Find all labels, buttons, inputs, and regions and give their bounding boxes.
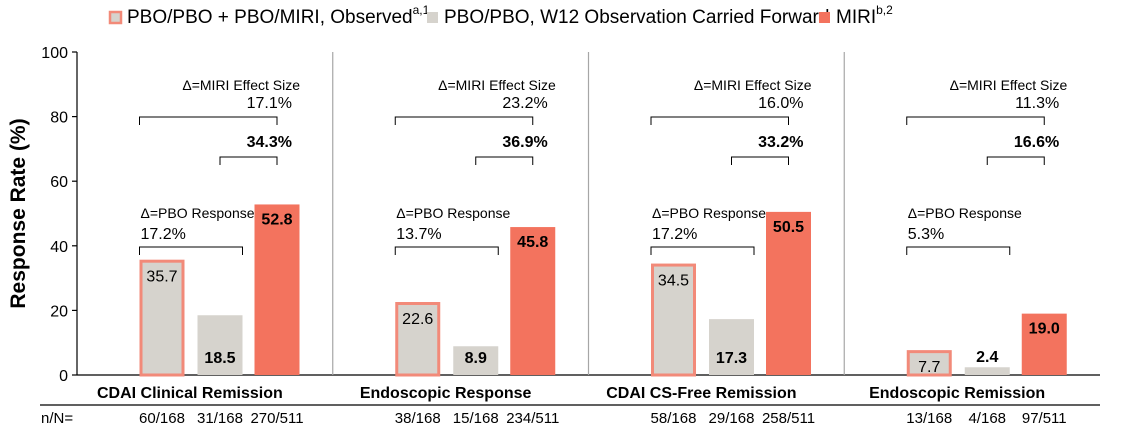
miri-difference-bracket: [986, 156, 1045, 165]
miri-effect-value: 16.0%: [758, 95, 803, 112]
bar-value-label-observed: 22.6: [402, 311, 433, 328]
pbo-response-title: Δ=PBO Response: [141, 205, 255, 221]
pbo-response-value: 5.3%: [908, 226, 944, 243]
nn-value: 31/168: [197, 410, 243, 427]
nn-value: 38/168: [395, 410, 441, 427]
category-label: CDAI CS-Free Remission: [606, 385, 796, 402]
nn-value: 234/511: [506, 410, 559, 427]
pbo-response-title: Δ=PBO Response: [396, 205, 510, 221]
nn-value: 29/168: [709, 410, 755, 427]
miri-effect-title: Δ=MIRI Effect Size: [694, 77, 812, 93]
legend-swatch: [427, 12, 438, 23]
y-axis-title: Response Rate (%): [7, 118, 30, 308]
nn-value: 15/168: [453, 410, 499, 427]
bar-value-label-observed: 35.7: [146, 269, 177, 286]
miri-difference-value: 16.6%: [1014, 134, 1059, 151]
y-tick-label: 40: [50, 239, 68, 256]
legend-superscript: b,2: [876, 3, 893, 17]
category-label: Endoscopic Remission: [869, 385, 1045, 402]
pbo-response-value: 13.7%: [396, 226, 441, 243]
pbo-response-bracket: [650, 246, 755, 255]
bar-miri: [510, 227, 556, 375]
miri-effect-title: Δ=MIRI Effect Size: [182, 77, 300, 93]
bar-observed: [906, 350, 952, 377]
miri-effect-value: 17.1%: [247, 95, 292, 112]
category-label: CDAI Clinical Remission: [97, 385, 283, 402]
y-tick-label: 0: [59, 368, 68, 385]
bar-value-label-ocf: 17.3: [716, 350, 747, 367]
nn-value: 97/511: [1022, 410, 1067, 427]
y-tick-label: 20: [50, 303, 68, 320]
miri-effect-title: Δ=MIRI Effect Size: [438, 77, 556, 93]
bar-ocf: [453, 346, 499, 375]
legend-swatch: [819, 12, 830, 23]
bar-value-label-ocf: 18.5: [204, 350, 235, 367]
y-tick-label: 80: [50, 110, 68, 127]
miri-effect-bracket: [139, 116, 278, 125]
miri-effect-title: Δ=MIRI Effect Size: [950, 77, 1068, 93]
bar-value-label-miri: 52.8: [261, 211, 292, 228]
nn-value: 58/168: [651, 410, 697, 427]
bar-ocf: [709, 319, 754, 375]
category-label: Endoscopic Response: [360, 385, 532, 402]
legend-swatch: [108, 10, 123, 25]
nn-value: 4/168: [968, 410, 1006, 427]
pbo-response-value: 17.2%: [141, 226, 186, 243]
bar-value-label-observed: 34.5: [658, 273, 689, 290]
miri-effect-bracket: [906, 116, 1045, 125]
nn-value: 60/168: [139, 410, 185, 427]
pbo-response-bracket: [906, 246, 1011, 255]
bar-ocf: [964, 367, 1010, 375]
bar-value-label-ocf: 8.9: [465, 350, 487, 367]
bar-value-label-miri: 50.5: [773, 219, 804, 236]
legend-label-text: PBO/PBO + PBO/MIRI, Observed: [127, 7, 413, 28]
bar-observed: [395, 302, 441, 377]
bar-value-label-miri: 45.8: [517, 234, 548, 251]
miri-difference-bracket: [475, 156, 534, 165]
miri-effect-value: 11.3%: [1015, 95, 1059, 112]
miri-difference-bracket: [731, 156, 789, 165]
bar-miri: [766, 211, 811, 375]
miri-effect-bracket: [394, 116, 534, 125]
nn-value: 258/511: [762, 410, 815, 427]
pbo-response-bracket: [394, 246, 499, 255]
pbo-response-bracket: [139, 246, 243, 255]
legend-label: PBO/PBO, W12 Observation Carried Forward: [444, 7, 829, 28]
bar-miri: [1021, 313, 1067, 375]
pbo-response-title: Δ=PBO Response: [908, 205, 1022, 221]
nn-value: 270/511: [250, 410, 303, 427]
miri-difference-value: 33.2%: [758, 134, 803, 151]
y-tick-label: 60: [50, 174, 68, 191]
miri-effect-value: 23.2%: [502, 95, 547, 112]
bar-value-label-miri: 19.0: [1029, 321, 1060, 338]
nn-row-label: n/N=: [41, 410, 73, 427]
bar-value-label-ocf: 2.4: [976, 349, 998, 366]
bar-miri: [254, 204, 300, 375]
bar-observed: [139, 259, 185, 377]
legend-label-text: PBO/PBO, W12 Observation Carried Forward: [444, 7, 829, 28]
bar-value-label-observed: 7.7: [918, 359, 940, 376]
miri-effect-bracket: [650, 116, 789, 125]
legend-label: PBO/PBO + PBO/MIRI, Observeda,1: [127, 3, 430, 28]
y-tick-label: 100: [41, 45, 68, 62]
pbo-response-title: Δ=PBO Response: [652, 205, 766, 221]
bar-observed: [651, 263, 696, 377]
miri-difference-bracket: [219, 156, 278, 165]
legend-label-text: MIRI: [836, 7, 876, 28]
bar-ocf: [197, 315, 243, 375]
legend-superscript: a,1: [413, 3, 430, 17]
miri-difference-value: 36.9%: [502, 134, 547, 151]
miri-difference-value: 34.3%: [247, 134, 292, 151]
nn-value: 13/168: [906, 410, 952, 427]
legend-label: MIRIb,2: [836, 3, 893, 28]
pbo-response-value: 17.2%: [652, 226, 697, 243]
